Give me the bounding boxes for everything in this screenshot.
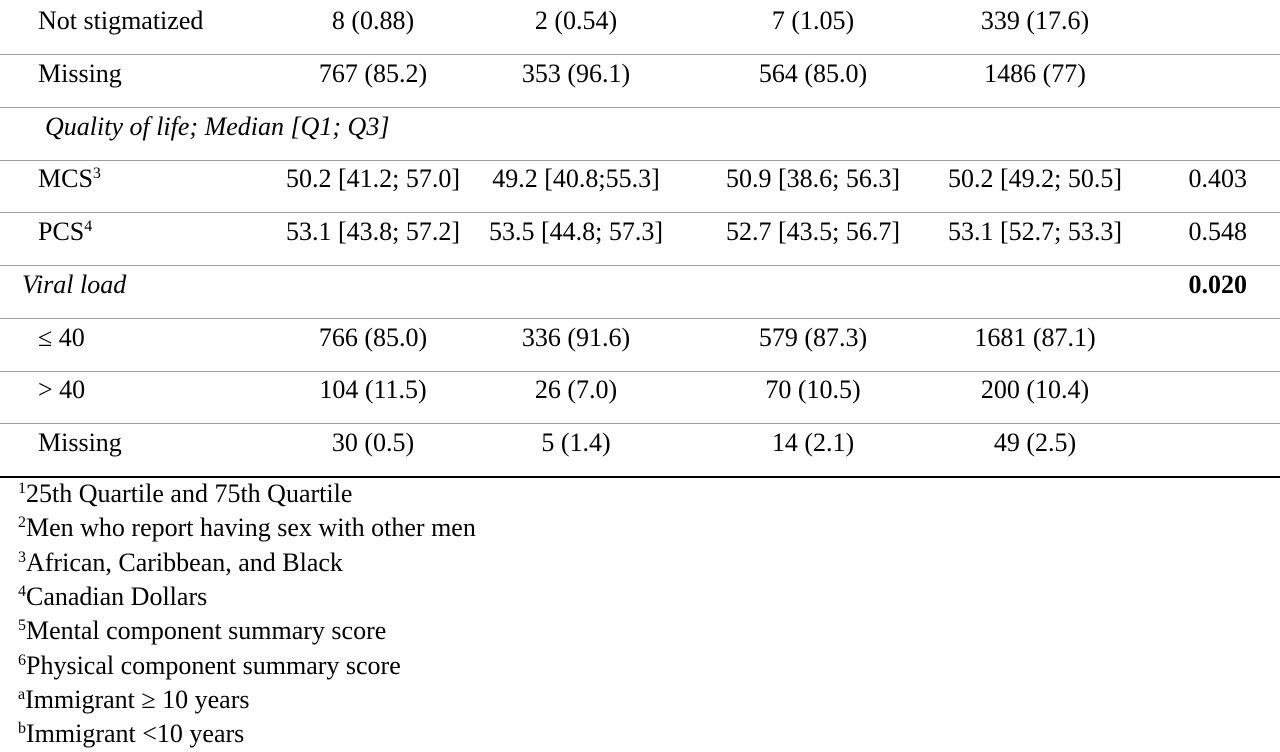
row-label: Missing [38, 428, 122, 458]
footnote-text: African, Caribbean, and Black [26, 547, 343, 577]
cell: 49 (2.5) [993, 428, 1077, 457]
row-rule [0, 212, 1280, 214]
row-label: PCS4 [38, 217, 92, 247]
footnote-mark: 4 [18, 582, 26, 600]
cell: 336 (91.6) [521, 322, 631, 352]
cell: 53.1 [52.7; 53.3] [947, 217, 1123, 246]
row-rule [0, 106, 1280, 108]
row-label-text: > 40 [38, 375, 86, 405]
cell: 766 (85.0) [318, 322, 428, 352]
cell: 1486 (77) [984, 58, 1086, 88]
row-label: > 40 [38, 375, 85, 405]
row-rule [0, 476, 1280, 478]
cell: 104 (11.5) [319, 375, 427, 405]
footnote-mark: 1 [18, 480, 26, 497]
row-rule [0, 423, 1280, 425]
footnote-text: Mental component summary score [26, 616, 387, 646]
footnote-text: 25th Quartile and 75th Quartile [26, 479, 353, 508]
row-label: ≤ 40 [38, 323, 85, 353]
footnote: 2Men who report having sex with other me… [18, 513, 476, 543]
p-value: 0.403 [1188, 164, 1248, 194]
row-rule [0, 317, 1280, 319]
row-label-text: PCS [38, 217, 85, 246]
cell: 2 (0.54) [534, 6, 618, 35]
row-rule [0, 265, 1280, 266]
section-header: Quality of life; Median [Q1; Q3] [45, 111, 390, 141]
cell: 767 (85.2) [318, 58, 428, 88]
footnote-text: Immigrant <10 years [26, 719, 245, 749]
p-value: 0.548 [1188, 217, 1248, 246]
cell: 49.2 [40.8;55.3] [492, 164, 660, 194]
row-rule [0, 54, 1280, 55]
row-label: MCS3 [38, 164, 101, 194]
cell: 14 (2.1) [771, 428, 855, 457]
footnote-mark: 2 [18, 514, 26, 532]
cell: 53.1 [43.8; 57.2] [285, 217, 461, 246]
footnote-mark: a [18, 685, 26, 703]
cell: 339 (17.6) [980, 6, 1090, 35]
row-label: Missing [38, 59, 122, 89]
footnote-mark: 3 [18, 548, 26, 566]
superscript: 4 [84, 218, 93, 235]
p-value: 0.020 [1188, 269, 1248, 299]
cell: 200 (10.4) [980, 375, 1090, 405]
cell: 26 (7.0) [534, 375, 618, 405]
footnote: bImmigrant <10 years [18, 719, 244, 749]
cell: 70 (10.5) [765, 375, 861, 405]
cell: 50.2 [41.2; 57.0] [285, 164, 461, 194]
cell: 50.9 [38.6; 56.3] [725, 164, 901, 194]
cell: 353 (96.1) [521, 58, 631, 88]
cell: 53.5 [44.8; 57.3] [488, 217, 664, 246]
row-label-text: MCS [38, 164, 93, 194]
footnote-text: Physical component summary score [26, 650, 401, 680]
footnote-mark: b [18, 720, 26, 738]
cell: 7 (1.05) [771, 6, 855, 35]
cell: 579 (87.3) [758, 322, 868, 352]
row-label-text: Missing [38, 58, 122, 88]
footnote: 125th Quartile and 75th Quartile [18, 479, 352, 509]
row-rule [0, 370, 1280, 372]
cell: 564 (85.0) [758, 58, 868, 88]
cell: 52.7 [43.5; 56.7] [725, 217, 901, 246]
cell: 8 (0.88) [331, 6, 415, 35]
cell: 1681 (87.1) [974, 322, 1096, 352]
row-label-text: ≤ 40 [38, 322, 85, 352]
cell: 50.2 [49.2; 50.5] [947, 164, 1123, 194]
row-label: Not stigmatized [38, 6, 203, 36]
footnote: 6Physical component summary score [18, 651, 401, 681]
cell: 30 (0.5) [331, 428, 415, 457]
footnote: 4Canadian Dollars [18, 582, 207, 612]
footnote-mark: 6 [18, 651, 26, 669]
footnote-text: Canadian Dollars [26, 581, 208, 611]
footnote-text: Men who report having sex with other men [26, 513, 476, 543]
section-header: Viral load [22, 269, 127, 299]
footnote-mark: 5 [18, 617, 26, 635]
cell: 5 (1.4) [541, 428, 611, 457]
row-rule [0, 159, 1280, 161]
row-label-text: Missing [38, 428, 122, 457]
footnote: aImmigrant ≥ 10 years [18, 685, 250, 715]
footnote-text: Immigrant ≥ 10 years [25, 684, 250, 714]
superscript: 3 [92, 165, 101, 183]
row-label-text: Not stigmatized [38, 6, 204, 35]
footnote: 3African, Caribbean, and Black [18, 548, 343, 578]
footnote: 5Mental component summary score [18, 616, 386, 646]
